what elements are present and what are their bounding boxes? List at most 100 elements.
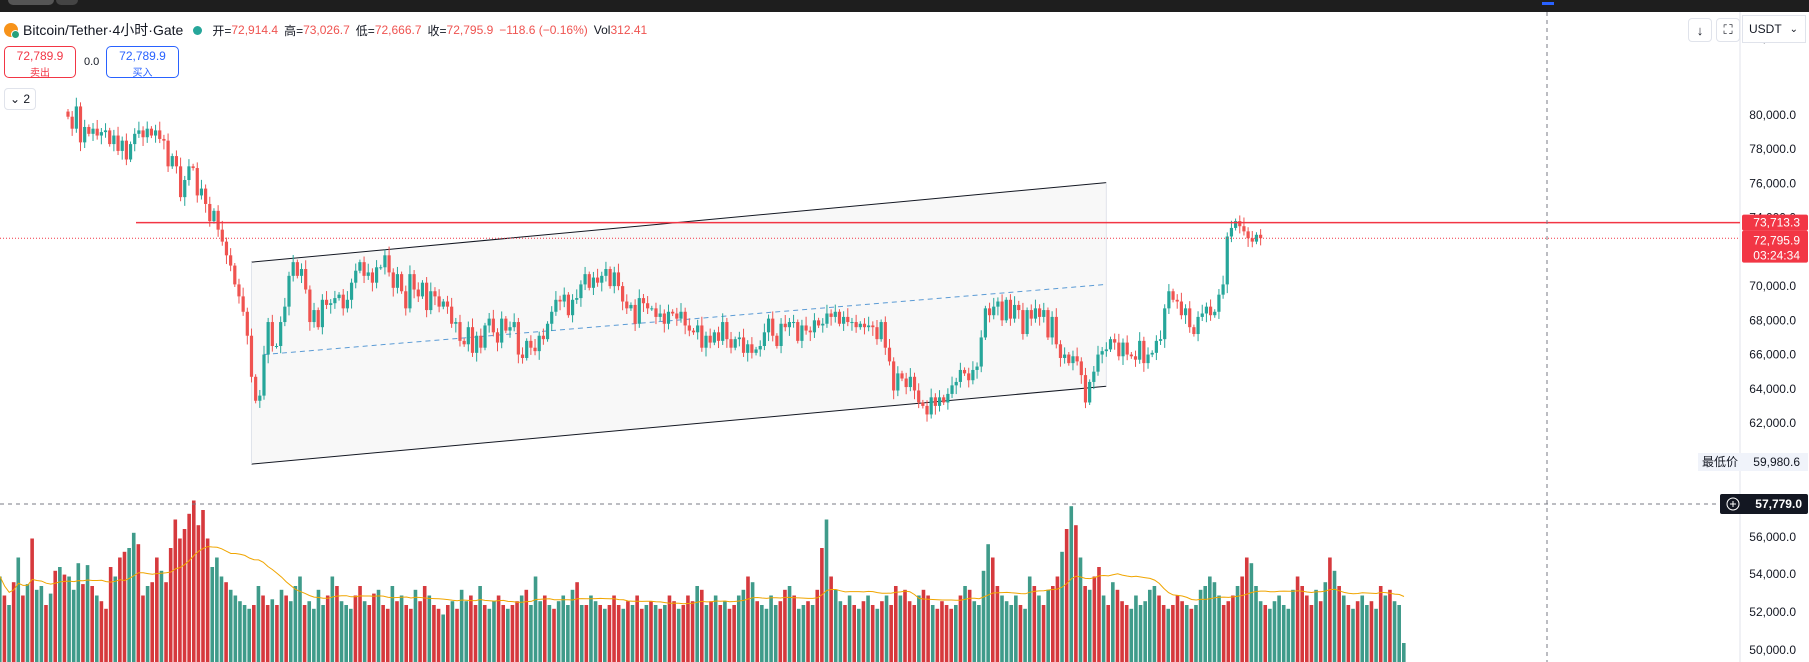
candle-body bbox=[1083, 375, 1088, 403]
candle-body bbox=[354, 270, 358, 283]
volume-bar bbox=[1369, 601, 1374, 662]
volume-bar bbox=[598, 605, 602, 662]
sell-button[interactable]: 72,789.9 卖出 bbox=[4, 46, 76, 79]
volume-bar bbox=[926, 595, 930, 662]
candle-body bbox=[716, 332, 721, 341]
candle-body bbox=[191, 166, 195, 169]
candle-body bbox=[754, 349, 758, 353]
volume-bar bbox=[1221, 605, 1226, 662]
volume-bar bbox=[104, 608, 108, 662]
candle-body bbox=[1012, 304, 1017, 319]
volume-bar bbox=[681, 605, 686, 662]
candle-body bbox=[646, 303, 650, 309]
volume-bar bbox=[1180, 601, 1184, 662]
price-axis-tick-label: 62,000.0 bbox=[1749, 416, 1796, 430]
volume-bar bbox=[182, 529, 187, 662]
price-chart[interactable]: 80,000.078,000.076,000.074,000.072,000.0… bbox=[0, 12, 1809, 662]
candle-body bbox=[696, 325, 700, 333]
volume-bar bbox=[422, 586, 427, 662]
volume-bar bbox=[579, 605, 584, 662]
volume-bar bbox=[570, 589, 575, 662]
candle-body bbox=[420, 282, 425, 297]
candle-body bbox=[470, 327, 475, 353]
volume-bar bbox=[787, 586, 792, 662]
candle-body bbox=[971, 369, 975, 381]
candle-body bbox=[237, 284, 241, 297]
candle-body bbox=[120, 140, 124, 151]
candle-body bbox=[287, 275, 291, 307]
volume-bar bbox=[173, 519, 178, 662]
volume-label: Vol bbox=[593, 23, 611, 37]
volume-bar bbox=[1305, 595, 1309, 662]
buy-button[interactable]: 72,789.9 买入 bbox=[106, 46, 179, 79]
volume-bar bbox=[113, 576, 118, 662]
add-alert-icon[interactable] bbox=[1726, 497, 1740, 511]
candle-body bbox=[1029, 310, 1033, 319]
candle-body bbox=[854, 322, 858, 328]
candle-body bbox=[658, 313, 662, 317]
volume-bar bbox=[1378, 586, 1383, 662]
volume-bar bbox=[1009, 605, 1014, 662]
candle-body bbox=[1250, 238, 1254, 242]
volume-bar bbox=[815, 589, 820, 662]
candle-body bbox=[671, 311, 675, 314]
channel-lower-line[interactable] bbox=[251, 385, 1107, 465]
candle-body bbox=[1171, 291, 1175, 300]
candle-body bbox=[896, 373, 900, 391]
volume-bar bbox=[1309, 605, 1314, 662]
candle-body bbox=[308, 289, 312, 323]
volume-bar bbox=[48, 593, 53, 662]
candle-body bbox=[279, 322, 283, 346]
volume-bar bbox=[242, 605, 247, 662]
download-button[interactable]: ↓ bbox=[1688, 18, 1712, 42]
resistance-price-label: 73,713.3 bbox=[1753, 216, 1800, 230]
volume-bar bbox=[247, 608, 251, 662]
candle-body bbox=[1242, 226, 1246, 232]
volume-bar bbox=[81, 584, 85, 662]
volume-bar bbox=[686, 595, 690, 662]
candle-body bbox=[741, 337, 746, 353]
volume-bar bbox=[1078, 557, 1083, 662]
volume-bar bbox=[1184, 605, 1189, 662]
candle-body bbox=[349, 282, 354, 300]
collapse-indicators-button[interactable]: ⌄ 2 bbox=[4, 88, 36, 110]
volume-bar bbox=[736, 595, 741, 662]
browser-tab[interactable] bbox=[56, 0, 78, 5]
volume-bar bbox=[1383, 595, 1388, 662]
currency-selector[interactable]: USDT ⌄ bbox=[1742, 15, 1806, 43]
volume-bar bbox=[21, 595, 25, 662]
volume-bar bbox=[732, 605, 736, 662]
fullscreen-button[interactable]: ⛶ bbox=[1716, 18, 1740, 42]
volume-bar bbox=[1175, 595, 1180, 662]
candle-body bbox=[274, 346, 279, 347]
volume-bar bbox=[1106, 605, 1111, 662]
volume-bar bbox=[455, 608, 459, 662]
volume-bar bbox=[1083, 586, 1087, 662]
volume-bar bbox=[1388, 589, 1392, 662]
candle-body bbox=[729, 339, 733, 348]
horizontal-lines[interactable] bbox=[0, 12, 1740, 662]
candle-body bbox=[441, 301, 445, 307]
candle-body bbox=[867, 325, 871, 328]
candle-body bbox=[612, 272, 616, 287]
volume-bar bbox=[108, 567, 113, 662]
candle-body bbox=[1033, 308, 1038, 319]
volume-bar bbox=[353, 595, 358, 662]
last-price-block-bg bbox=[1742, 230, 1808, 263]
candle-body bbox=[917, 390, 921, 403]
volume-bar bbox=[1231, 595, 1235, 662]
volume-bar bbox=[723, 601, 727, 662]
candle-body bbox=[1225, 236, 1229, 285]
volume-bar bbox=[676, 608, 681, 662]
candle-body bbox=[1025, 310, 1029, 335]
symbol-legend[interactable]: Bitcoin/Tether · 4小时 · Gate 开= 72,914.4 … bbox=[4, 20, 653, 40]
candle-body bbox=[550, 311, 554, 324]
volume-bar bbox=[1258, 601, 1263, 662]
high-label: 高= bbox=[284, 23, 304, 38]
lowest-price-label: 59,980.6 bbox=[1753, 455, 1800, 469]
volume-bar bbox=[122, 551, 127, 662]
channel-mid-line[interactable] bbox=[263, 283, 1107, 356]
low-value: 72,666.7 bbox=[374, 23, 422, 37]
browser-tab[interactable] bbox=[8, 0, 54, 5]
candle-body bbox=[345, 299, 349, 309]
